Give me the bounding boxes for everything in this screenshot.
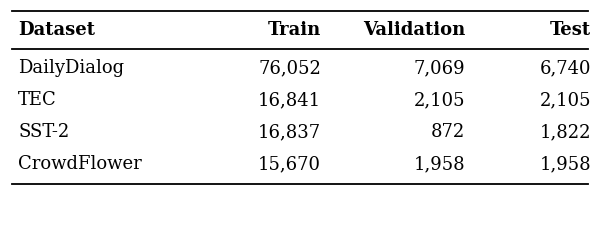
- Text: 872: 872: [431, 122, 465, 140]
- Text: 1,958: 1,958: [539, 154, 591, 172]
- Text: DailyDialog: DailyDialog: [18, 59, 124, 77]
- Text: 76,052: 76,052: [258, 59, 321, 77]
- Text: Dataset: Dataset: [18, 21, 95, 39]
- Text: 15,670: 15,670: [258, 154, 321, 172]
- Text: 2,105: 2,105: [539, 91, 591, 108]
- Text: 16,841: 16,841: [258, 91, 321, 108]
- Text: 1,958: 1,958: [413, 154, 465, 172]
- Text: 7,069: 7,069: [413, 59, 465, 77]
- Text: SST-2: SST-2: [18, 122, 69, 140]
- Text: 2,105: 2,105: [413, 91, 465, 108]
- Text: Validation: Validation: [363, 21, 465, 39]
- Text: 16,837: 16,837: [258, 122, 321, 140]
- Text: 1,822: 1,822: [539, 122, 591, 140]
- Text: 6,740: 6,740: [539, 59, 591, 77]
- Text: CrowdFlower: CrowdFlower: [18, 154, 142, 172]
- Text: Test: Test: [550, 21, 591, 39]
- Text: TEC: TEC: [18, 91, 57, 108]
- Text: Train: Train: [268, 21, 321, 39]
